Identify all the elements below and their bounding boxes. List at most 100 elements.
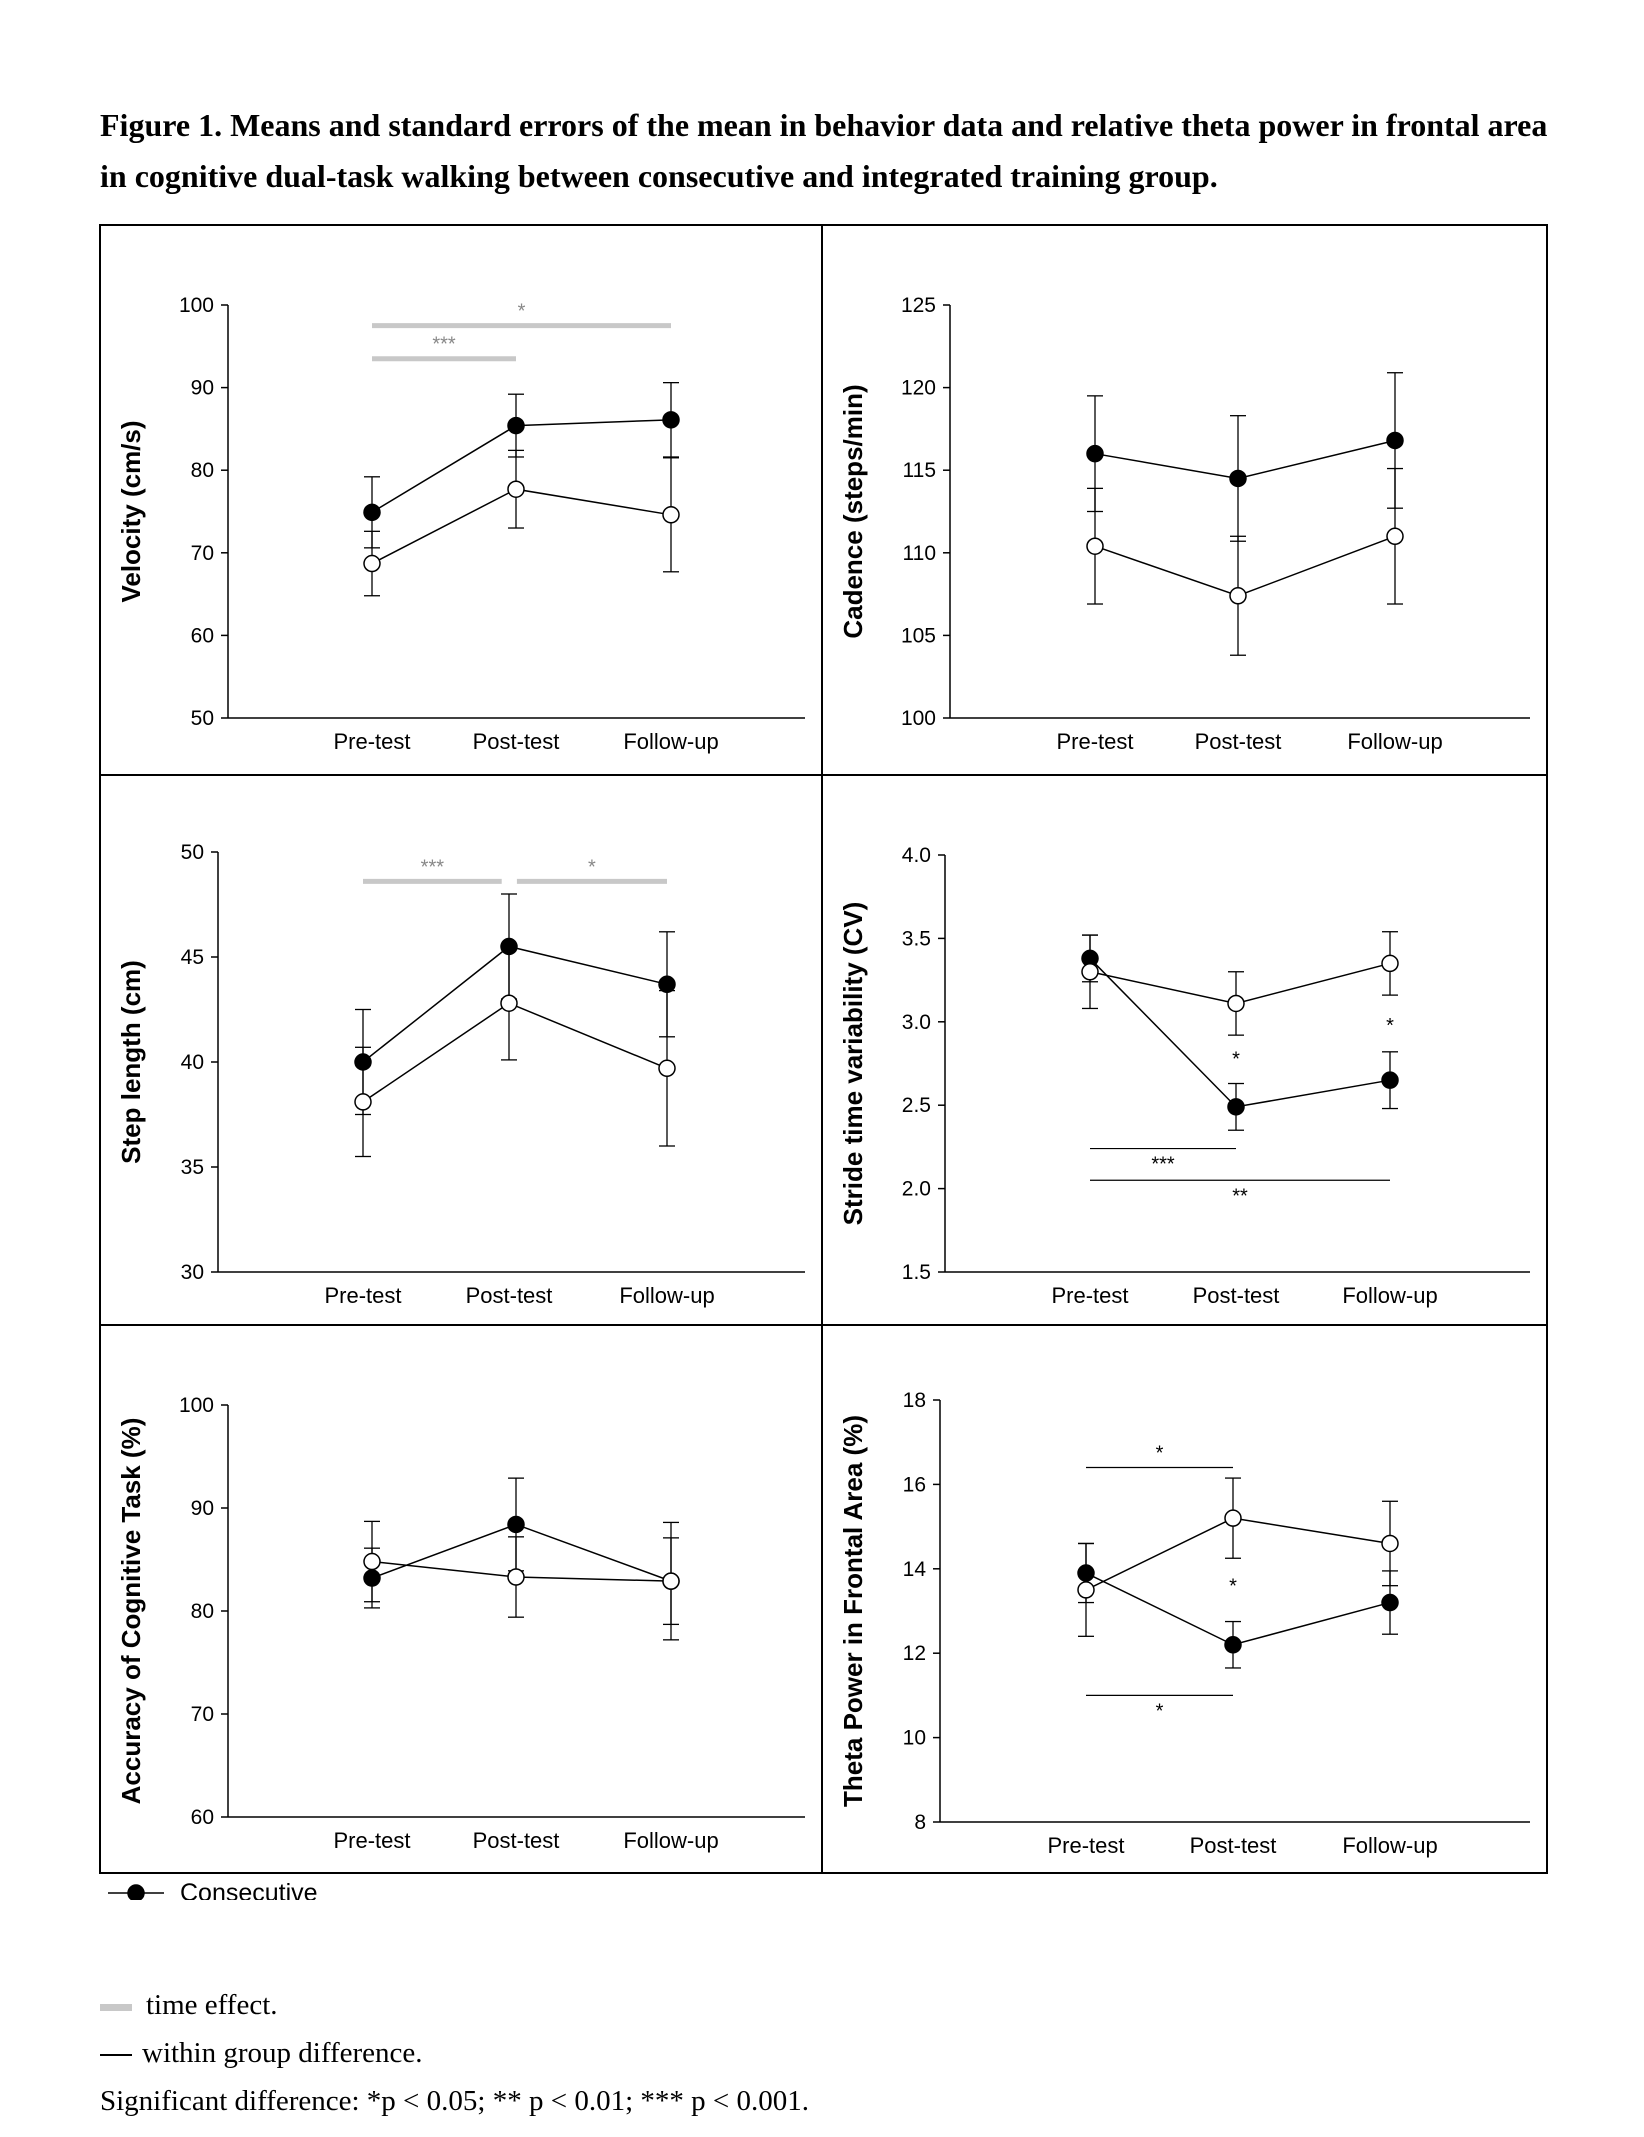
data-point-integrated [662,1572,680,1590]
y-tick-label: 16 [903,1473,926,1496]
x-tick-label: Post-test [466,1283,553,1308]
data-point-integrated [658,1059,676,1078]
significance-label: *** [432,334,456,356]
y-axis-label: Stride time variability (CV) [838,902,868,1226]
figure-panels: 50 60 70 80 90 100 Pre-test Post-test Follow-up V… [99,224,1548,1900]
y-tick-label: 60 [191,624,214,647]
series-integrated [1082,931,1398,1036]
data-point-consecutive [1224,1636,1242,1654]
data-point-integrated [1386,527,1404,546]
data-point-consecutive [1381,1593,1399,1612]
legend: ConsecutiveIntegrated [108,1879,318,1900]
y-tick-label: 3.0 [902,1011,931,1034]
significance-label: * [588,856,596,878]
data-point-consecutive [354,1053,372,1071]
significance-label: * [1386,1015,1394,1037]
chart-panel-2: 100 105 110 115 120 125 Pre-test Post-test Follo… [838,294,1530,754]
data-point-integrated [1086,537,1104,555]
x-tick-label: Pre-test [1047,1833,1124,1858]
panel-frames [99,224,1548,1874]
data-point-integrated [662,506,680,524]
x-tick-label: Follow-up [1347,729,1442,754]
y-tick-label: 45 [181,946,204,969]
y-tick-label: 115 [903,459,936,482]
time-effect-swatch [100,2003,132,2011]
y-tick-label: 120 [901,377,936,400]
series-line [1094,439,1396,480]
significance-label: * [1156,1700,1164,1722]
x-tick-label: Follow-up [623,729,718,754]
y-tick-label: 125 [901,294,936,317]
data-point-consecutive [662,411,680,429]
data-point-integrated [500,994,518,1012]
y-tick-label: 10 [903,1727,926,1750]
y-tick-label: 18 [903,1389,926,1412]
chart-panel-3: 30 35 40 45 50 Pre-test Post-test Follow-up Step… [116,841,805,1308]
data-point-consecutive [1386,431,1404,450]
data-point-integrated [1224,1509,1242,1527]
series-line [1094,535,1396,597]
significance-label: *** [421,856,445,878]
data-point-integrated [363,1552,381,1571]
data-point-integrated [507,480,525,498]
y-tick-label: 60 [191,1806,214,1829]
chart-panel-5: 60 70 80 90 100 Pre-test Post-test Follow-up Acc… [116,1394,805,1853]
x-tick-label: Pre-test [333,729,410,754]
note-time-effect: time effect. [100,1985,278,2025]
significance-label: *** [1151,1154,1175,1176]
significance-label: * [1229,1576,1237,1598]
x-tick-label: Post-test [1190,1833,1277,1858]
series-line [1085,1517,1391,1591]
series-consecutive [1087,372,1403,542]
y-tick-label: 50 [191,707,214,730]
note-within-group: within group difference. [100,2033,423,2073]
x-tick-label: Pre-test [324,1283,401,1308]
data-point-integrated [1381,1534,1399,1553]
y-tick-label: 8 [914,1811,926,1834]
y-tick-label: 12 [903,1642,926,1665]
data-point-integrated [354,1093,372,1111]
data-point-integrated [1229,587,1247,605]
x-tick-label: Pre-test [1051,1283,1128,1308]
y-tick-label: 3.5 [902,927,931,950]
y-tick-label: 80 [191,1600,214,1623]
y-tick-label: 2.0 [902,1178,931,1201]
series-integrated [1087,467,1403,656]
legend-marker-consecutive [127,1884,145,1900]
x-tick-label: Follow-up [623,1828,718,1853]
y-tick-label: 30 [181,1261,204,1284]
x-tick-label: Post-test [1195,729,1282,754]
data-point-consecutive [1227,1098,1245,1116]
y-tick-label: 110 [903,542,936,565]
y-tick-label: 70 [191,1703,214,1726]
data-point-consecutive [507,416,525,435]
data-point-consecutive [500,937,518,956]
data-point-consecutive [1077,1564,1095,1582]
series-consecutive [364,1477,679,1626]
significance-label: * [518,301,526,323]
figure-caption: Figure 1. Means and standard errors of t… [100,107,1548,194]
data-point-integrated [1077,1581,1095,1599]
x-tick-label: Pre-test [333,1828,410,1853]
y-axis-label: Accuracy of Cognitive Task (%) [116,1418,146,1805]
series-line [362,1002,668,1103]
series-line [371,419,672,513]
data-point-consecutive [363,1569,381,1587]
x-tick-label: Follow-up [619,1283,714,1308]
x-tick-label: Follow-up [1342,1833,1437,1858]
data-point-consecutive [658,975,676,994]
series-consecutive [364,381,679,549]
significance-label: * [1156,1443,1164,1465]
chart-panel-1: 50 60 70 80 90 100 Pre-test Post-test Follow-up V… [116,294,805,754]
series-line [1089,957,1391,1108]
y-tick-label: 80 [191,459,214,482]
note-significance: Significant difference: *p < 0.05; ** p … [100,2085,809,2117]
data-point-consecutive [363,503,381,522]
series-integrated [364,449,679,597]
y-axis-label: Theta Power in Frontal Area (%) [838,1415,868,1807]
data-point-integrated [1381,954,1399,973]
y-axis-label: Step length (cm) [116,960,146,1164]
data-point-consecutive [507,1515,525,1534]
y-tick-label: 2.5 [902,1094,931,1117]
y-tick-label: 4.0 [902,844,931,867]
